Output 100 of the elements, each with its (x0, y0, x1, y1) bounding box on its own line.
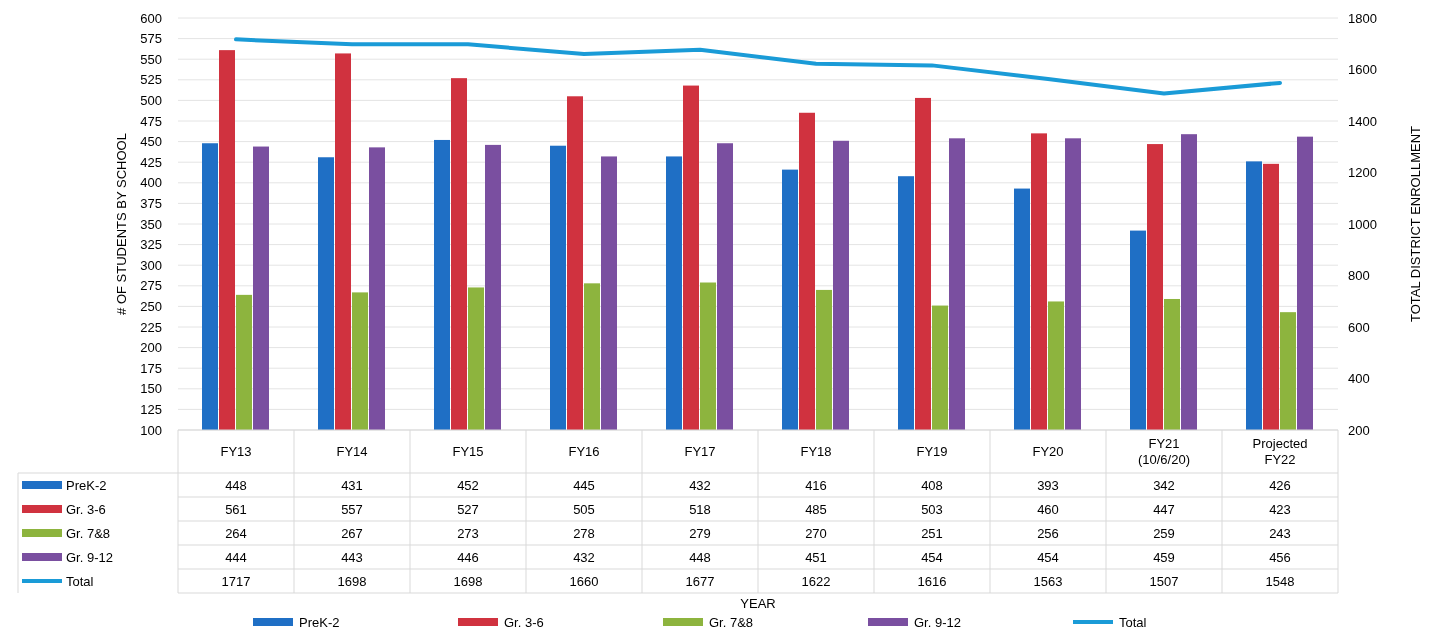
y-tick-label: 575 (140, 31, 162, 47)
y-tick-label: 550 (140, 51, 162, 67)
data-label: 527 (457, 501, 479, 517)
data-label: 505 (573, 501, 595, 517)
y-tick-label: 100 (140, 422, 162, 438)
y-tick-label: 450 (140, 134, 162, 150)
data-label: 259 (1153, 525, 1175, 541)
data-label: 264 (225, 525, 247, 541)
data-label: 456 (1269, 549, 1291, 565)
y-tick-label: 150 (140, 381, 162, 397)
data-label: 561 (225, 501, 247, 517)
x-tick-label: FY20 (1032, 444, 1064, 460)
data-label: 243 (1269, 525, 1291, 541)
y-tick-label: 275 (140, 278, 162, 294)
x-tick-label: Projected FY22 (1252, 436, 1308, 468)
data-label: 393 (1037, 477, 1059, 493)
legend-label: Gr. 7&8 (66, 525, 111, 541)
y-tick-label: 225 (140, 319, 162, 335)
data-label: 426 (1269, 477, 1291, 493)
data-label: 1507 (1149, 573, 1179, 589)
data-label: 1622 (801, 573, 831, 589)
y2-tick-label: 200 (1348, 422, 1370, 438)
text: PreK-2 (299, 614, 340, 630)
data-label: 342 (1153, 477, 1175, 493)
x-tick-label: FY21 (10/6/20) (1137, 436, 1191, 468)
text: Total (1119, 614, 1147, 630)
x-tick-label: FY19 (916, 444, 948, 460)
x-tick-label: FY16 (568, 444, 600, 460)
data-label: 408 (921, 477, 943, 493)
y2-tick-label: 1000 (1348, 216, 1377, 232)
y-tick-label: 250 (140, 298, 162, 314)
data-label: 454 (1037, 549, 1059, 565)
data-label: 1677 (685, 573, 715, 589)
data-label: 251 (921, 525, 943, 541)
y-tick-label: 400 (140, 175, 162, 191)
data-label: 279 (689, 525, 711, 541)
legend-label: Gr. 9-12 (66, 549, 113, 565)
data-label: 432 (573, 549, 595, 565)
y-tick-label: 125 (140, 401, 162, 417)
data-label: 448 (689, 549, 711, 565)
data-label: 1698 (453, 573, 483, 589)
y2-tick-label: 1200 (1348, 165, 1377, 181)
data-label: 444 (225, 549, 247, 565)
y-axis-title: # OF STUDENTS BY SCHOOL (114, 133, 129, 315)
y2-tick-label: 1600 (1348, 62, 1377, 78)
y-tick-label: 325 (140, 237, 162, 253)
x-tick-label: FY13 (220, 444, 252, 460)
data-label: 1616 (917, 573, 947, 589)
y-tick-label: 350 (140, 216, 162, 232)
data-label: 431 (341, 477, 363, 493)
y2-tick-label: 1800 (1348, 10, 1377, 26)
data-label: 452 (457, 477, 479, 493)
data-label: 445 (573, 477, 595, 493)
text: YEAR (740, 596, 776, 611)
y2-tick-label: 1400 (1348, 113, 1377, 129)
data-label: 451 (805, 549, 827, 565)
line-series (234, 37, 1282, 96)
x-tick-label: FY18 (800, 444, 832, 460)
data-label: 448 (225, 477, 247, 493)
data-label: 460 (1037, 501, 1059, 517)
data-label: 416 (805, 477, 827, 493)
y-tick-label: 300 (140, 257, 162, 273)
data-label: 1717 (221, 573, 251, 589)
legend-label: PreK-2 (66, 477, 107, 493)
x-tick-label: FY15 (452, 444, 484, 460)
data-label: 443 (341, 549, 363, 565)
y2-tick-label: 800 (1348, 268, 1370, 284)
y2-axis-title: TOTAL DISTRICT ENROLLMENT (1408, 125, 1423, 322)
data-label: 1548 (1265, 573, 1295, 589)
data-label: 270 (805, 525, 827, 541)
data-label: 278 (573, 525, 595, 541)
x-tick-label: FY14 (336, 444, 368, 460)
data-label: 432 (689, 477, 711, 493)
data-label: 503 (921, 501, 943, 517)
data-label: 447 (1153, 501, 1175, 517)
data-label: 459 (1153, 549, 1175, 565)
y-tick-label: 500 (140, 92, 162, 108)
x-tick-label: FY17 (684, 444, 716, 460)
data-label: 557 (341, 501, 363, 517)
y-tick-label: 200 (140, 340, 162, 356)
y2-tick-label: 600 (1348, 319, 1370, 335)
legend-label: Total (66, 573, 94, 589)
data-label: 1563 (1033, 573, 1063, 589)
y-tick-label: 425 (140, 154, 162, 170)
y-tick-label: 525 (140, 72, 162, 88)
data-label: 518 (689, 501, 711, 517)
y-tick-label: 600 (140, 10, 162, 26)
data-label: 256 (1037, 525, 1059, 541)
data-label: 454 (921, 549, 943, 565)
y-tick-label: 375 (140, 195, 162, 211)
data-label: 1660 (569, 573, 599, 589)
y-tick-label: 175 (140, 360, 162, 376)
data-label: 1698 (337, 573, 367, 589)
data-label: 423 (1269, 501, 1291, 517)
y2-tick-label: 400 (1348, 371, 1370, 387)
data-label: 267 (341, 525, 363, 541)
text: Gr. 9-12 (914, 614, 961, 630)
data-label: 273 (457, 525, 479, 541)
data-label: 446 (457, 549, 479, 565)
data-label: 485 (805, 501, 827, 517)
